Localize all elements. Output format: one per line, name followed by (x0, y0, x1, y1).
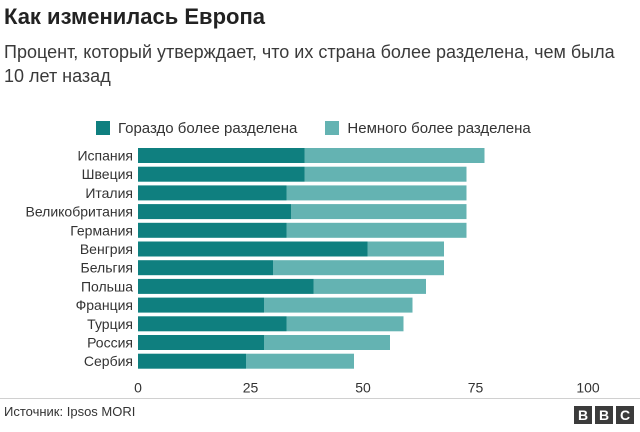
bar-slightly-more (273, 260, 444, 276)
bar-much-more (138, 297, 264, 313)
bar-slightly-more (304, 148, 485, 163)
bar-much-more (138, 148, 305, 163)
category-label: Бельгия (81, 260, 133, 276)
chart-legend: Гораздо более разделена Немного более ра… (96, 117, 531, 139)
bbc-logo-letter: B (574, 406, 592, 424)
legend-label-much-more: Гораздо более разделена (118, 119, 298, 137)
bar-slightly-more (286, 316, 404, 332)
bar-much-more (138, 185, 287, 201)
bar-slightly-more (291, 204, 467, 220)
x-tick-label: 50 (355, 379, 371, 395)
source-note: Источник: Ipsos MORI (4, 404, 136, 419)
bbc-logo: B B C (574, 406, 634, 424)
bar-much-more (138, 241, 368, 257)
bar-much-more (138, 166, 305, 182)
bar-slightly-more (286, 185, 467, 201)
stacked-bar-chart: Испания Швеция Италия Великобритания Германи… (25, 148, 600, 396)
bar-slightly-more (264, 297, 413, 313)
category-label: Германия (70, 222, 133, 238)
bar-much-more (138, 316, 287, 332)
legend-item-much-more: Гораздо более разделена (96, 120, 297, 137)
bar-slightly-more (367, 241, 444, 257)
x-tick-label: 75 (468, 379, 484, 395)
bar-slightly-more (264, 335, 390, 350)
bar-much-more (138, 204, 291, 220)
bbc-logo-letter: B (595, 406, 613, 424)
chart-title: Как изменилась Европа (4, 4, 265, 29)
category-label: Польша (81, 278, 133, 294)
category-label: Италия (85, 185, 133, 201)
bar-slightly-more (313, 278, 426, 294)
legend-item-slightly-more: Немного более разделена (325, 119, 531, 137)
category-label: Турция (87, 316, 133, 332)
legend-swatch-slightly-more (325, 121, 340, 135)
x-tick-label: 100 (576, 379, 600, 395)
bbc-logo-letter: C (616, 406, 634, 424)
bar-slightly-more (246, 353, 354, 369)
category-label: Франция (76, 297, 133, 313)
category-label: Россия (87, 335, 133, 351)
x-tick-label: 25 (243, 379, 259, 395)
category-label: Сербия (84, 353, 133, 369)
legend-label-slightly-more: Немного более разделена (347, 119, 531, 137)
legend-swatch-much-more (96, 121, 110, 135)
category-label: Великобритания (25, 204, 133, 220)
bar-much-more (138, 260, 273, 276)
category-label: Испания (77, 148, 133, 164)
bar-slightly-more (286, 222, 467, 238)
footer-divider (0, 398, 640, 399)
bar-much-more (138, 353, 246, 369)
x-tick-label: 0 (134, 379, 142, 395)
bar-much-more (138, 222, 287, 238)
category-label: Швеция (82, 166, 133, 182)
bar-much-more (138, 278, 314, 294)
bar-slightly-more (304, 166, 467, 182)
category-label: Венгрия (80, 241, 133, 257)
chart-subtitle: Процент, который утверждает, что их стра… (4, 42, 615, 86)
bar-much-more (138, 335, 264, 350)
